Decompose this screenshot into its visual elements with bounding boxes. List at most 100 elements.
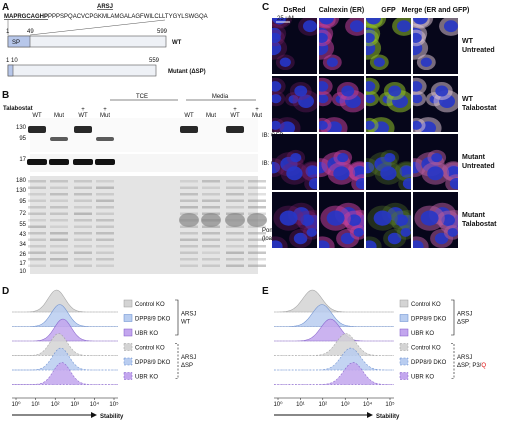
panel-letter: B: [2, 90, 9, 101]
bracket: [175, 343, 179, 379]
group-label: ARSJ: [181, 355, 196, 361]
cells: [413, 77, 458, 132]
legend-swatch: [399, 314, 409, 322]
nucleus: [272, 120, 281, 130]
group-label-part: ARSJ: [457, 312, 472, 318]
marker-label: 180: [16, 178, 27, 184]
ponceau-band: [202, 245, 220, 248]
ponceau-band: [248, 193, 266, 196]
row-label: Mutant: [462, 212, 486, 219]
cells: [272, 18, 317, 71]
x-tick-label: 10⁵: [109, 401, 119, 408]
ponceau-band: [28, 193, 46, 196]
ponceau-band: [50, 238, 68, 241]
nucleus: [443, 20, 458, 33]
ponceau-band: [50, 199, 68, 202]
ponceau-band: [28, 245, 46, 248]
ponceau-band: [96, 251, 114, 254]
nucleus: [272, 32, 281, 43]
x-axis-label: Stability: [100, 414, 124, 420]
ponceau-band: [202, 264, 220, 267]
panel-letter: A: [2, 2, 9, 13]
nucleus: [288, 94, 299, 104]
blot-gfp: [30, 118, 258, 152]
blot-cox: [30, 154, 258, 172]
nucleus: [366, 81, 376, 92]
group-label-part: ARSJ: [181, 312, 196, 318]
nucleus: [300, 214, 314, 226]
nucleus: [272, 41, 282, 56]
group-label: ARSJ: [457, 355, 472, 361]
group-label-part: Q: [481, 363, 486, 369]
legend-swatch: [123, 328, 133, 337]
bracket: [175, 299, 179, 336]
nucleus: [435, 85, 449, 97]
nucleus: [347, 214, 361, 226]
marker-label: 95: [19, 199, 26, 205]
ponceau-band: [226, 238, 244, 241]
mutant-protein: [7, 64, 157, 77]
marker-label: 10: [19, 269, 26, 275]
ponceau-band: [248, 180, 266, 183]
nucleus: [319, 240, 330, 248]
histogram: [12, 289, 118, 313]
ponceau-band: [226, 206, 244, 209]
nucleus: [305, 166, 317, 178]
ponceau-band: [180, 264, 198, 267]
ponceau-band: [50, 225, 68, 228]
sp-label: SP: [12, 40, 20, 46]
ponceau-band: [96, 264, 114, 267]
cells: [366, 18, 411, 71]
nucleus: [387, 232, 402, 245]
nucleus: [413, 120, 422, 130]
marker-label: 130: [16, 125, 27, 131]
nucleus: [298, 94, 314, 109]
ponceau-band: [50, 180, 68, 183]
marker-label: 72: [19, 211, 26, 217]
row-label: WT: [462, 38, 474, 45]
ponceau-band: [74, 219, 92, 222]
lane-label: Mut: [54, 113, 64, 119]
sequence: MAPRGCAGHPPPPSPQACVCPGKMLAMGALAGFWILCLLT…: [4, 14, 208, 20]
ponceau-band: [74, 212, 92, 215]
band: [74, 126, 92, 133]
legend-label: Control KO: [135, 346, 165, 352]
position: 599: [157, 29, 168, 35]
row-label: WT: [462, 96, 474, 103]
nucleus: [402, 177, 411, 190]
ponceau-band: [50, 258, 68, 261]
legend-swatch: [123, 372, 133, 380]
column-header: Merge (ER and GFP): [402, 7, 470, 14]
ponceau-band: [74, 251, 92, 254]
nucleus: [319, 32, 328, 43]
ponceau-band: [180, 245, 198, 248]
panel-letter: E: [262, 286, 269, 297]
nucleus: [272, 18, 287, 25]
legend-swatch: [123, 314, 133, 322]
residual-sp: [7, 64, 14, 77]
legend-label: UBR KO: [411, 331, 434, 337]
cells: [319, 77, 364, 132]
position: 49: [27, 29, 34, 35]
column-header: GFP: [381, 7, 396, 14]
ponceau-band: [28, 258, 46, 261]
row-label: Mutant: [462, 154, 486, 161]
nucleus: [384, 152, 396, 163]
x-tick-label: 10³: [341, 402, 350, 408]
ponceau-band: [202, 232, 220, 235]
group-label: Media: [212, 94, 229, 100]
marker-label: 43: [19, 232, 26, 238]
ponceau-band: [96, 193, 114, 196]
ponceau-band: [50, 186, 68, 189]
nucleus: [420, 57, 432, 67]
treatment-label: Talabostat: [3, 106, 33, 112]
cells: [319, 149, 364, 190]
group-label-part: WT: [181, 320, 191, 326]
x-tick-label: 10⁴: [363, 401, 373, 408]
ponceau-band: [202, 186, 220, 189]
ponceau-band: [202, 238, 220, 241]
group-label: WT: [181, 320, 191, 326]
band: [96, 137, 114, 141]
legend-label: DPP8/9 DKO: [411, 317, 447, 323]
ponceau-band: [74, 232, 92, 235]
